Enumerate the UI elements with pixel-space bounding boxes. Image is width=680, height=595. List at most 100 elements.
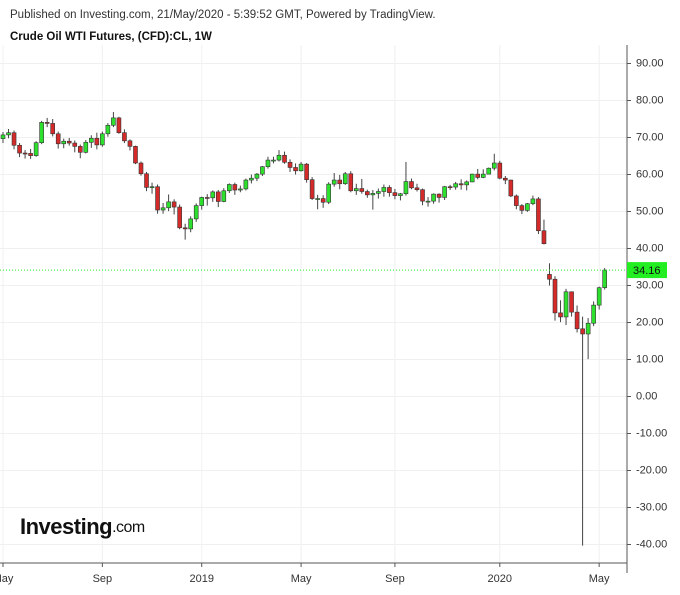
- x-tick-label: Sep: [93, 573, 113, 585]
- y-tick-label: -20.00: [636, 464, 667, 476]
- candle-body: [552, 278, 558, 314]
- candle-body: [149, 186, 155, 189]
- candle-body: [348, 173, 354, 192]
- chart-title: Crude Oil WTI Futures, (CFD):CL, 1W: [10, 31, 212, 43]
- candle-body: [503, 177, 508, 181]
- candle-body: [265, 159, 271, 168]
- candle-body: [199, 197, 205, 206]
- candle-body: [398, 193, 403, 196]
- candle-body: [353, 188, 359, 192]
- candle-body: [304, 163, 309, 180]
- y-tick-label: 80.00: [636, 94, 664, 106]
- candle-body: [204, 197, 210, 199]
- candle-body: [359, 188, 365, 192]
- candle-body: [94, 137, 100, 146]
- candle-body: [11, 132, 17, 146]
- candle-body: [210, 191, 216, 199]
- candle-body: [105, 124, 111, 135]
- y-tick-label: -40.00: [636, 538, 667, 550]
- candle-body: [337, 179, 343, 185]
- candle-body: [116, 117, 122, 133]
- candle-body: [580, 328, 585, 335]
- candle-body: [591, 304, 596, 324]
- candle-body: [596, 287, 602, 306]
- y-tick-label: 30.00: [636, 279, 664, 291]
- candle-body: [177, 206, 182, 229]
- candle-body: [6, 132, 11, 136]
- candle-body: [287, 161, 293, 168]
- candle-body: [33, 142, 39, 156]
- last-price-box: [627, 262, 667, 279]
- candle-body: [232, 184, 238, 191]
- candle-body: [486, 167, 492, 175]
- candle-body: [530, 198, 536, 205]
- candle-body: [392, 192, 398, 196]
- candle-body: [365, 191, 370, 196]
- candle-body: [458, 183, 464, 186]
- candle-body: [298, 163, 304, 172]
- candle-body: [431, 193, 436, 202]
- candle-body: [171, 201, 177, 208]
- candle-body: [100, 133, 105, 146]
- candle-body: [111, 117, 116, 126]
- published-note: Published on Investing.com, 21/May/2020 …: [10, 9, 436, 21]
- candle-body: [166, 201, 171, 209]
- candle-body: [17, 144, 22, 154]
- candle-body: [387, 187, 392, 193]
- logo-suffix: .com: [112, 519, 145, 536]
- x-tick-label: May: [589, 573, 610, 585]
- y-tick-label: 50.00: [636, 205, 664, 217]
- candle-body: [425, 200, 431, 203]
- candle-body: [480, 173, 486, 178]
- candle-body: [309, 179, 315, 199]
- candle-body: [122, 132, 127, 142]
- x-tick-label: 2020: [488, 573, 512, 585]
- candle-body: [326, 183, 331, 203]
- candle-body: [420, 189, 425, 202]
- candle-body: [569, 291, 574, 313]
- candle-body: [254, 173, 260, 179]
- candle-body: [55, 133, 61, 145]
- candle-body: [563, 291, 569, 318]
- logo-brand: Investing: [20, 514, 112, 539]
- candle-body: [315, 198, 320, 200]
- candle-body: [89, 137, 94, 143]
- candle-body: [83, 142, 89, 153]
- candle-body: [182, 227, 188, 230]
- candle-body: [77, 146, 83, 153]
- candle-body: [221, 190, 227, 202]
- candle-body: [193, 205, 199, 220]
- y-tick-label: 0.00: [636, 390, 657, 402]
- y-tick-label: 60.00: [636, 168, 664, 180]
- candle-body: [215, 191, 221, 202]
- candle-body: [536, 198, 541, 232]
- candle-body: [320, 198, 326, 203]
- candle-body: [22, 152, 28, 155]
- candle-body: [61, 140, 67, 145]
- candle-body: [370, 193, 376, 196]
- candle-body: [497, 162, 503, 179]
- candle-body: [464, 181, 469, 186]
- y-tick-label: 40.00: [636, 242, 664, 254]
- candle-body: [276, 154, 282, 161]
- candle-body: [381, 187, 387, 192]
- candle-body: [271, 159, 276, 162]
- candle-body: [414, 187, 420, 190]
- candle-body: [436, 193, 442, 198]
- y-tick-label: -30.00: [636, 501, 667, 513]
- candle-body: [574, 311, 580, 330]
- x-tick-label: Sep: [385, 573, 405, 585]
- candle-body: [243, 179, 249, 190]
- candle-body: [127, 140, 133, 147]
- x-tick-label: May: [0, 573, 14, 585]
- candle-body: [376, 191, 381, 194]
- candle-body: [66, 140, 72, 144]
- candle-body: [342, 173, 348, 185]
- candle-body: [293, 167, 298, 172]
- candle-body: [525, 203, 530, 211]
- y-tick-label: 90.00: [636, 57, 664, 69]
- candle-body: [409, 181, 414, 189]
- y-tick-label: 20.00: [636, 316, 664, 328]
- candle-body: [39, 122, 44, 143]
